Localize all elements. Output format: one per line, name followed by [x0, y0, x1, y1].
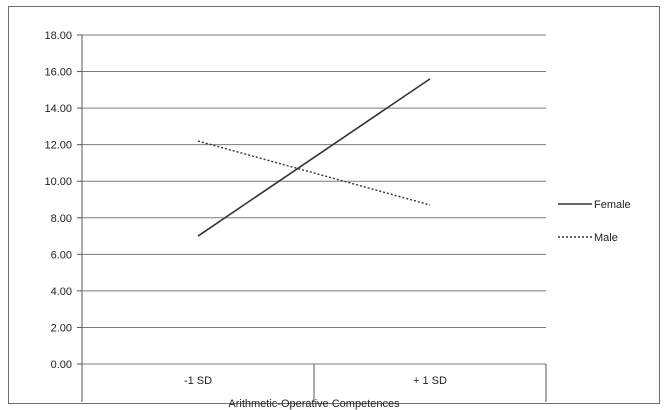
- x-tick-label: -1 SD: [184, 375, 212, 387]
- y-tick-label: 14.00: [44, 103, 72, 115]
- series-line-male: [197, 140, 431, 206]
- gridlines: [77, 34, 546, 365]
- x-axis: -1 SD + 1 SD: [81, 364, 547, 402]
- y-tick-label: 0.00: [51, 359, 72, 371]
- legend-label-female: Female: [594, 199, 631, 211]
- legend: Female Male: [558, 199, 631, 244]
- x-tick-label: + 1 SD: [413, 375, 447, 387]
- y-tick-label: 8.00: [51, 213, 72, 225]
- y-tick-label: 6.00: [51, 249, 72, 261]
- series-lines: [197, 78, 431, 237]
- y-axis-tick-labels: 0.00 2.00 4.00 6.00 8.00 10.00 12.00 14.00 16.00…: [44, 30, 72, 371]
- x-axis-title: Arithmetic-Operative Competences: [228, 398, 400, 410]
- y-tick-label: 18.00: [44, 30, 72, 42]
- y-tick-label: 2.00: [51, 322, 72, 334]
- y-tick-label: 12.00: [44, 140, 72, 152]
- legend-label-male: Male: [594, 232, 618, 244]
- series-line-female: [197, 78, 431, 237]
- y-tick-label: 4.00: [51, 286, 72, 298]
- chart-frame: [8, 6, 660, 404]
- y-tick-label: 16.00: [44, 67, 72, 79]
- y-tick-label: 10.00: [44, 176, 72, 188]
